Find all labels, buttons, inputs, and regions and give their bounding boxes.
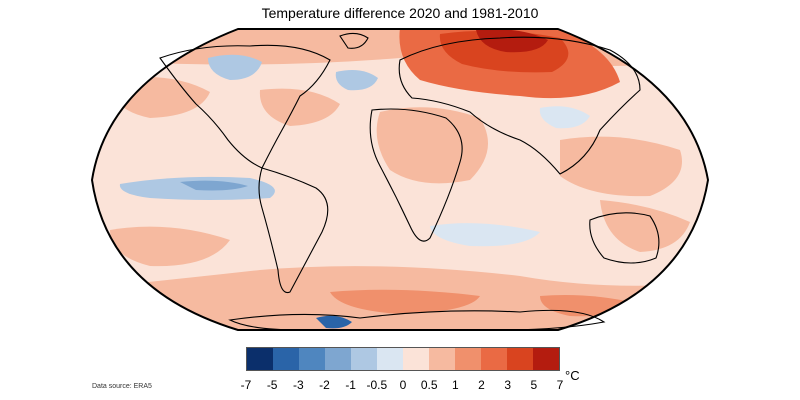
africa-warm-patch bbox=[376, 107, 488, 184]
greenland-coast bbox=[339, 32, 369, 49]
colorbar-swatch bbox=[507, 348, 533, 370]
colorbar-swatch bbox=[377, 348, 403, 370]
eurasia-coast bbox=[398, 36, 641, 175]
colorbar-tick-label: -0.5 bbox=[366, 378, 388, 392]
africa-coast bbox=[369, 108, 463, 242]
globe-outline bbox=[90, 28, 710, 331]
colorbar-tick-label: 0 bbox=[399, 378, 407, 392]
north-atlantic-cool-patch bbox=[335, 70, 378, 91]
north-america-coast bbox=[159, 44, 331, 169]
map-title: Temperature difference 2020 and 1981-201… bbox=[261, 5, 539, 21]
colorbar-swatch bbox=[351, 348, 377, 370]
central-asia-cool-patch bbox=[539, 106, 590, 129]
colorbar-swatch bbox=[325, 348, 351, 370]
colorbar-tick-label: -7 bbox=[240, 378, 252, 392]
colorbar-tick-label: 0.5 bbox=[420, 378, 438, 392]
colorbar-tick-label: 3 bbox=[504, 378, 511, 392]
colorbar-tick-label: 5 bbox=[530, 378, 538, 392]
siberia-max-patch bbox=[476, 29, 548, 53]
colorbar-tick-label: 1 bbox=[451, 378, 459, 392]
colorbar-tick-label: -2 bbox=[319, 378, 330, 392]
colorbar-swatch bbox=[455, 348, 481, 370]
colorbar-tick-label: -3 bbox=[292, 378, 304, 392]
colorbar-swatch bbox=[403, 348, 429, 370]
south-atlantic-cool-patch bbox=[430, 223, 540, 247]
data-source-note: Data source: ERA5 bbox=[92, 383, 152, 390]
antarctic-peninsula-cool-patch bbox=[316, 315, 352, 329]
colorbar-unit: °C bbox=[565, 368, 580, 383]
colorbar-tick-label: 7 bbox=[556, 378, 564, 392]
colorbar-swatch bbox=[429, 348, 455, 370]
south-pacific-warm-patch bbox=[110, 226, 230, 267]
australia-coast bbox=[589, 212, 660, 264]
colorbar-swatch bbox=[247, 348, 273, 370]
colorbar-tick-label: 2 bbox=[478, 378, 485, 392]
colorbar-swatch bbox=[273, 348, 299, 370]
canada-cool-patch bbox=[208, 54, 262, 80]
north-america-warm-patch bbox=[259, 88, 340, 126]
south-america-coast bbox=[258, 167, 329, 294]
colorbar-swatch bbox=[299, 348, 325, 370]
colorbar bbox=[246, 347, 560, 371]
colorbar-tick-label: -5 bbox=[266, 378, 278, 392]
colorbar-swatch bbox=[533, 348, 559, 370]
anomaly-field bbox=[92, 29, 708, 330]
colorbar-swatch bbox=[481, 348, 507, 370]
colorbar-tick-label: -1 bbox=[345, 378, 356, 392]
la-nina-cool-core bbox=[180, 180, 248, 191]
antarctic-warm-patch bbox=[330, 289, 480, 314]
west-pacific-warm-patch bbox=[560, 136, 682, 197]
